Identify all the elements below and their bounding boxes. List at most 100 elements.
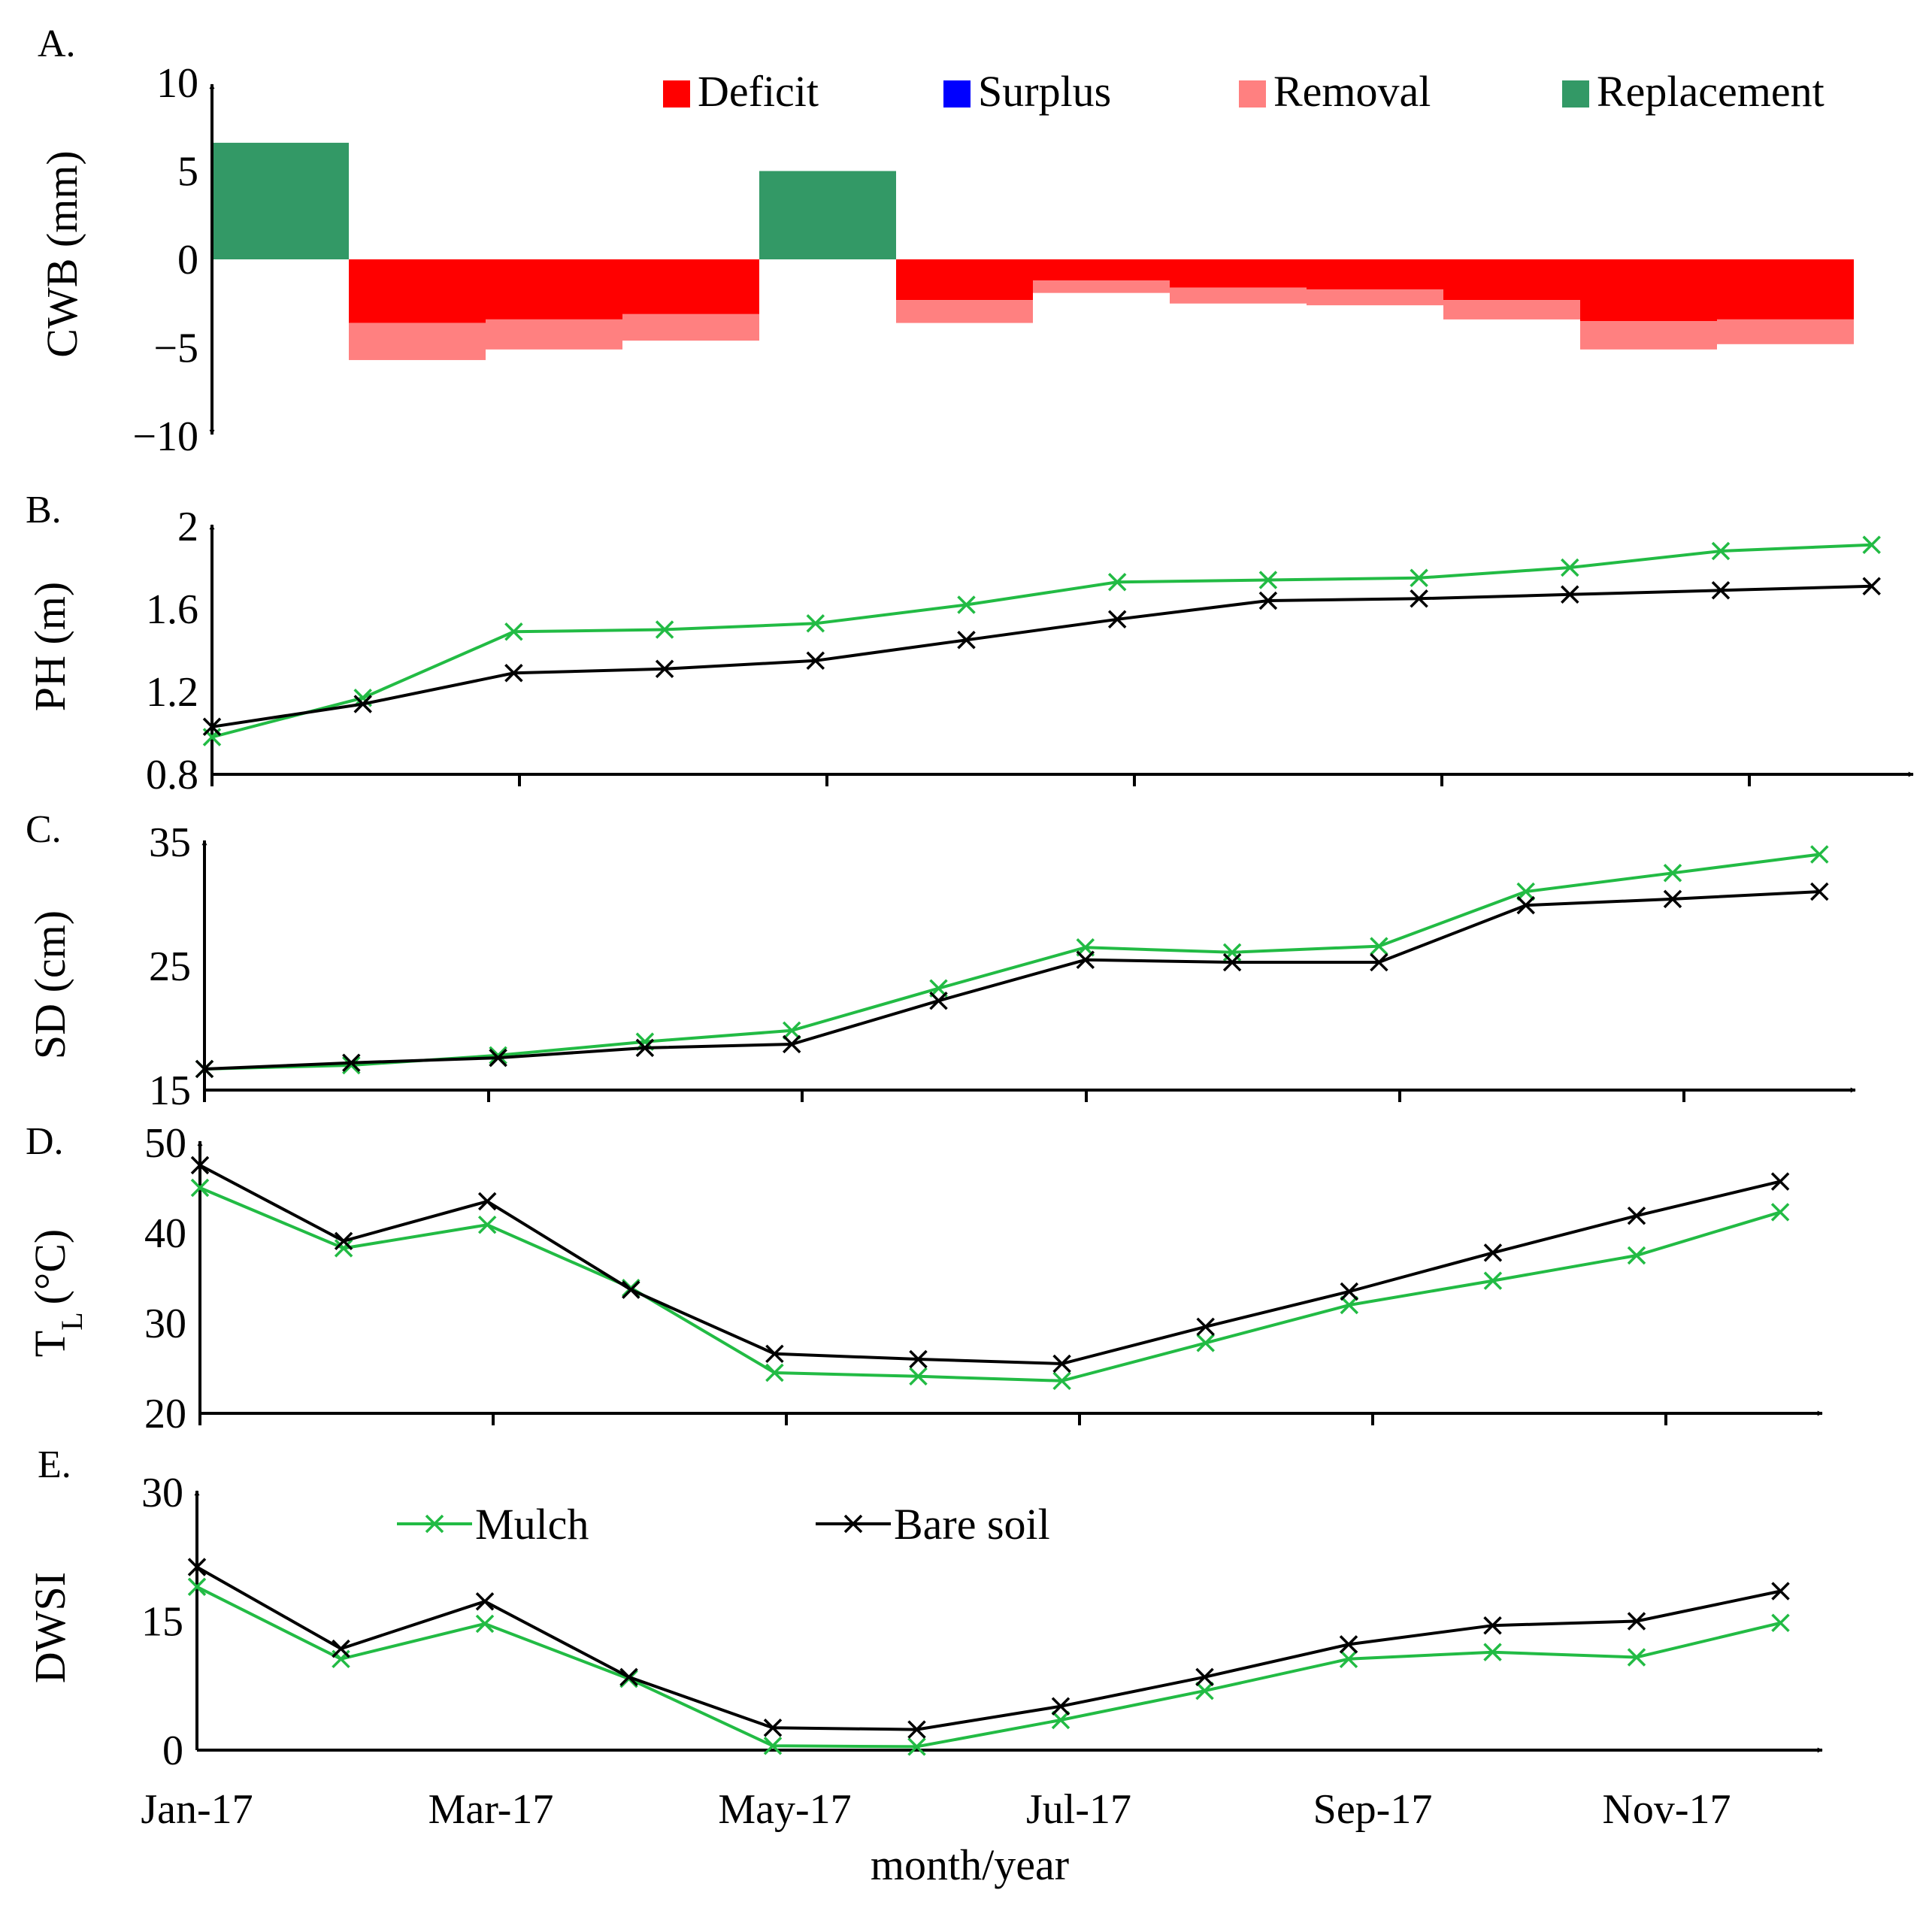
marker-stroke <box>1627 1206 1646 1225</box>
marker-stroke <box>655 659 674 678</box>
y-tick-label: 0.8 <box>146 752 198 798</box>
mulch-point <box>1339 1649 1358 1669</box>
deficit-bar <box>1307 259 1443 289</box>
marker-stroke <box>1771 1582 1790 1601</box>
deficit-bar <box>1170 259 1307 288</box>
marker-stroke <box>190 1178 210 1198</box>
removal-bar <box>1580 321 1717 350</box>
legend-swatch <box>1562 80 1589 108</box>
mulch-point <box>1195 1681 1214 1701</box>
marker-stroke <box>1107 573 1127 592</box>
bare-soil-point <box>1771 1582 1790 1601</box>
mulch-point <box>655 620 674 639</box>
mulch-point <box>1516 882 1535 901</box>
marker-stroke <box>1258 571 1278 589</box>
mulch-point <box>1410 568 1428 587</box>
bare-soil-point <box>655 659 674 678</box>
deficit-bar <box>622 259 759 314</box>
removal-bar <box>486 319 622 350</box>
marker-stroke <box>909 1367 928 1386</box>
panel-a-cwb-chart: A. 10 5 0 −10 −5 CWB (mm) Deficit Surplus Remo… <box>38 23 1854 460</box>
bare-soil-point <box>475 1591 495 1611</box>
removal-bar <box>1307 289 1443 306</box>
marker-stroke <box>957 595 976 614</box>
bare-soil-point <box>187 1558 207 1576</box>
bare-soil-point <box>1711 581 1731 600</box>
bare-soil-point <box>1561 585 1579 604</box>
removal-bar <box>349 323 486 360</box>
marker-stroke <box>1627 1648 1646 1667</box>
marker-stroke <box>1711 541 1731 561</box>
marker-stroke <box>1107 610 1127 628</box>
marker-stroke <box>1410 589 1428 608</box>
bare-soil-point <box>907 1720 926 1739</box>
panel-b-ph-chart: B. 2 1.6 1.2 0.8 PH (m) <box>26 489 1914 798</box>
marker-stroke <box>1370 952 1388 972</box>
bare-soil-point <box>1052 1354 1071 1373</box>
panel-e-dwsi-chart: E. 30 15 0 DWSI Mulch Bare soil <box>26 1443 1823 1774</box>
mulch-point <box>1258 571 1278 589</box>
mulch-point <box>765 1363 784 1383</box>
panel-b-y-ticks: 2 1.6 1.2 0.8 <box>146 504 198 798</box>
legend-label: Removal <box>1273 67 1431 116</box>
panel-b-series <box>202 535 1881 747</box>
legend-swatch <box>1239 80 1266 108</box>
panel-e-series <box>187 1558 1790 1756</box>
x-tick-labels: Jan-17 Mar-17 May-17 Jul-17 Sep-17 Nov-17 <box>141 1786 1731 1833</box>
mulch-point <box>1483 1271 1503 1290</box>
bare-soil-point <box>1627 1206 1646 1225</box>
bare-soil-point <box>477 1192 497 1211</box>
y-tick-label: 20 <box>144 1391 186 1437</box>
marker-stroke <box>187 1577 207 1597</box>
mulch-point <box>504 622 523 641</box>
marker-stroke <box>635 1038 655 1058</box>
mulch-point <box>334 1239 353 1258</box>
y-tick-label: 15 <box>141 1599 183 1646</box>
marker-stroke <box>957 631 976 650</box>
bare-soil-point <box>334 1231 353 1251</box>
y-tick-label: 30 <box>144 1301 186 1347</box>
marker-stroke <box>1051 1697 1070 1716</box>
bare-soil-point <box>635 1038 655 1058</box>
marker-stroke <box>655 620 674 639</box>
bare-soil-point <box>489 1048 507 1068</box>
bare-soil-point <box>622 1280 640 1299</box>
marker-stroke <box>1663 889 1682 909</box>
marker-stroke <box>1483 1243 1503 1262</box>
bare-soil-point <box>1627 1612 1646 1631</box>
marker-stroke <box>1258 591 1278 610</box>
legend-mulch-marker <box>425 1514 444 1534</box>
marker-stroke <box>1627 1246 1646 1265</box>
x-tick-label: May-17 <box>718 1786 851 1833</box>
marker-stroke <box>195 1059 214 1079</box>
marker-stroke <box>475 1614 495 1634</box>
marker-stroke <box>1862 577 1881 595</box>
legend-label: Deficit <box>698 67 819 116</box>
marker-stroke <box>477 1192 497 1211</box>
mulch-point <box>1483 1643 1502 1661</box>
mulch-point <box>1862 535 1881 554</box>
y-tick-label: 0 <box>177 237 198 283</box>
mulch-point <box>1370 937 1388 956</box>
bare-soil-point <box>1770 1172 1790 1191</box>
marker-stroke <box>1810 882 1829 901</box>
marker-stroke <box>202 717 222 736</box>
marker-stroke <box>342 1053 361 1072</box>
marker-stroke <box>1410 568 1428 587</box>
removal-bar <box>896 300 1033 323</box>
bare-soil-line <box>204 890 1820 1071</box>
mulch-point <box>1810 845 1829 864</box>
bare-soil-point <box>1516 895 1535 915</box>
y-tick-label: 25 <box>149 943 191 990</box>
mulch-point <box>806 614 825 633</box>
mulch-point <box>1771 1613 1790 1633</box>
mulch-point <box>489 1046 507 1065</box>
legend-label: Replacement <box>1597 67 1824 116</box>
panel-b-axis <box>209 524 1914 786</box>
bare-soil-point <box>202 717 222 736</box>
panel-c-y-axis-label: SD (cm) <box>26 910 74 1059</box>
panel-d-tl-chart: D. 50 40 30 20 TL (°C) <box>26 1120 1823 1437</box>
bare-soil-point <box>929 991 948 1010</box>
panel-c-series <box>195 845 1829 1079</box>
mulch-point <box>190 1178 210 1198</box>
